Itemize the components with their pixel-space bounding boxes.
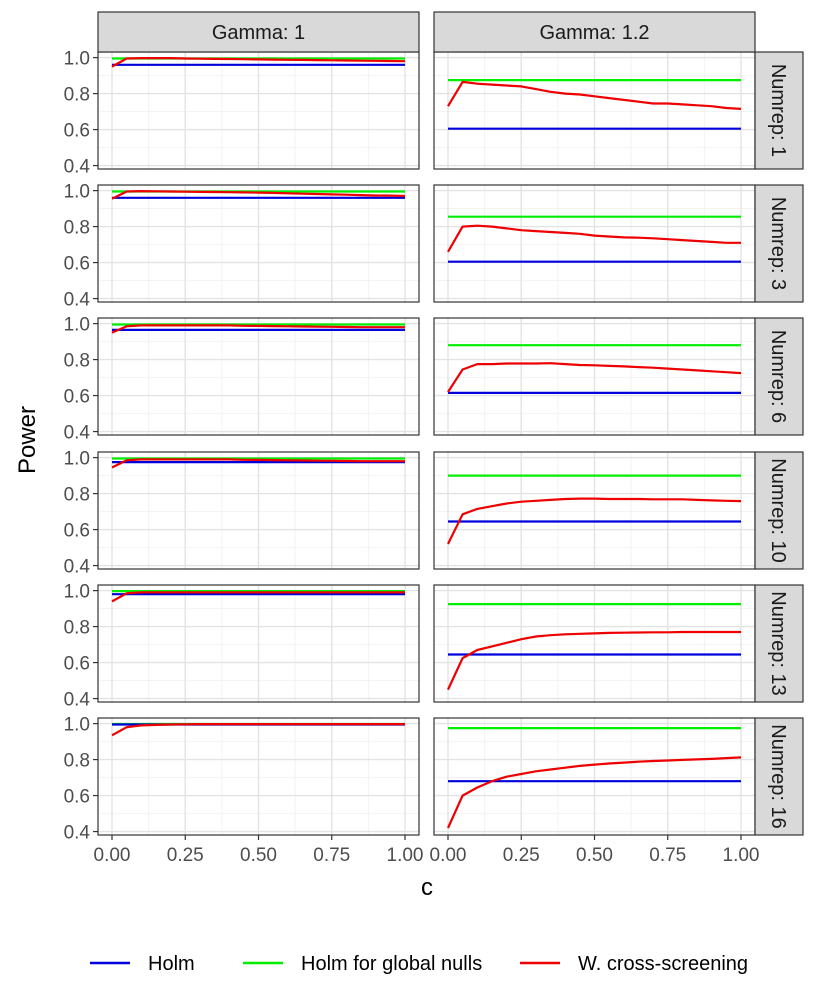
y-tick-label: 1.0: [64, 582, 90, 603]
strips-layer: Gamma: 1 Gamma: 1.2 Numrep: 1 Numrep: 3 Numr…: [97, 11, 804, 836]
series-cross-screening-line: [111, 722, 405, 737]
strip-background: [754, 451, 804, 570]
series-cross-screening-line: [447, 497, 742, 545]
series-cross-screening-line: [447, 224, 741, 253]
row-strip-label: Numrep: 10: [767, 458, 789, 563]
strip-background: [754, 184, 804, 303]
panel-r0-c1: [433, 51, 756, 170]
series-cross-screening-line: [447, 362, 742, 393]
legend-label: Holm: [148, 953, 195, 975]
row-strip-3: Numrep: 10: [754, 451, 804, 570]
y-tick-label: 0.6: [64, 387, 90, 408]
legend-label: W. cross-screening: [578, 953, 748, 975]
y-tick-label: 1.0: [64, 182, 90, 203]
y-tick-label: 0.4: [64, 157, 91, 178]
row-strip-5: Numrep: 16: [754, 717, 804, 836]
panel-r2-c0: [97, 317, 420, 436]
axes-layer: 0.40.60.81.00.40.60.81.00.40.60.81.00.40…: [64, 49, 760, 866]
panel-r5-c0: [97, 717, 420, 836]
panel-r4-c1: [433, 584, 756, 703]
y-tick-label: 0.8: [64, 618, 90, 639]
y-tick-label: 0.8: [64, 751, 90, 772]
x-tick-label: 0.50: [576, 845, 613, 866]
panel-r3-c1: [433, 451, 756, 570]
x-tick-label: 0.00: [430, 845, 467, 866]
panel-border: [97, 184, 420, 303]
panel-r4-c0: [97, 584, 420, 703]
legend-item-0: Holm: [90, 953, 195, 975]
series-cross-screening-line: [111, 324, 405, 334]
y-tick-label: 0.8: [64, 218, 90, 239]
column-strip-0: Gamma: 1: [97, 11, 420, 53]
legend-label: Holm for global nulls: [301, 953, 482, 975]
panel-r5-c1: [433, 717, 756, 836]
row-strip-2: Numrep: 6: [754, 317, 804, 436]
y-tick-label: 0.4: [64, 690, 91, 711]
y-tick-label: 0.6: [64, 521, 90, 542]
panel-r1-c0: [97, 184, 420, 303]
y-tick-label: 0.4: [64, 423, 91, 444]
x-axis-title: c: [421, 874, 433, 901]
y-tick-label: 0.8: [64, 351, 90, 372]
y-tick-label: 1.0: [64, 315, 90, 336]
y-tick-label: 0.4: [64, 823, 91, 844]
series-cross-screening-line: [111, 56, 406, 68]
strip-background: [97, 11, 420, 53]
row-strip-1: Numrep: 3: [754, 184, 804, 303]
legend-item-2: W. cross-screening: [520, 953, 748, 975]
strip-background: [433, 11, 756, 53]
strip-background: [754, 317, 804, 436]
row-strip-label: Numrep: 3: [767, 197, 789, 290]
row-strip-4: Numrep: 13: [754, 584, 804, 703]
row-strip-0: Numrep: 1: [754, 51, 804, 170]
x-tick-label: 1.00: [723, 845, 760, 866]
y-tick-label: 0.4: [64, 290, 91, 311]
series-cross-screening-line: [111, 190, 406, 200]
row-strip-label: Numrep: 6: [767, 330, 789, 423]
legend-item-1: Holm for global nulls: [243, 953, 482, 975]
x-tick-label: 0.75: [649, 845, 686, 866]
strip-background: [754, 51, 804, 170]
y-tick-label: 0.6: [64, 121, 90, 142]
y-tick-label: 0.6: [64, 787, 90, 808]
panel-border: [97, 317, 420, 436]
y-tick-label: 1.0: [64, 49, 90, 70]
x-tick-label: 0.25: [167, 845, 204, 866]
x-tick-label: 0.00: [94, 845, 131, 866]
series-cross-screening-line: [446, 756, 742, 829]
y-tick-label: 1.0: [64, 715, 90, 736]
column-strip-label: Gamma: 1.2: [539, 22, 649, 44]
strip-background: [754, 717, 804, 836]
panel-r0-c0: [97, 51, 420, 170]
column-strip-1: Gamma: 1.2: [433, 11, 756, 53]
series-cross-screening-line: [447, 80, 742, 110]
series-cross-screening-line: [111, 458, 405, 469]
panel-r3-c0: [97, 451, 420, 570]
panel-border: [97, 451, 420, 570]
y-tick-label: 0.4: [64, 557, 91, 578]
y-tick-label: 0.6: [64, 254, 90, 275]
row-strip-label: Numrep: 16: [767, 724, 789, 829]
legend: Holm Holm for global nulls W. cross-screen…: [90, 953, 748, 975]
row-strip-label: Numrep: 1: [767, 64, 789, 157]
row-strip-label: Numrep: 13: [767, 591, 789, 696]
column-strip-label: Gamma: 1: [212, 22, 305, 44]
series-cross-screening-line: [447, 630, 741, 691]
y-tick-label: 0.6: [64, 654, 90, 675]
panel-r1-c1: [433, 184, 756, 303]
panels-layer: [97, 51, 756, 836]
y-tick-label: 0.8: [64, 85, 90, 106]
x-tick-label: 1.00: [387, 845, 424, 866]
x-tick-label: 0.25: [503, 845, 540, 866]
panel-border: [97, 584, 420, 703]
y-axis-title: Power: [14, 406, 41, 474]
x-tick-label: 0.50: [240, 845, 277, 866]
panel-r2-c1: [433, 317, 756, 436]
series-cross-screening-line: [111, 591, 405, 603]
y-tick-label: 1.0: [64, 449, 90, 470]
strip-background: [754, 584, 804, 703]
x-tick-label: 0.75: [313, 845, 350, 866]
y-tick-label: 0.8: [64, 485, 90, 506]
